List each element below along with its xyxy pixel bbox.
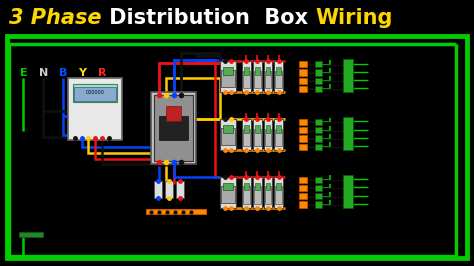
FancyBboxPatch shape bbox=[255, 183, 260, 190]
FancyBboxPatch shape bbox=[253, 61, 262, 92]
FancyBboxPatch shape bbox=[73, 84, 117, 102]
FancyBboxPatch shape bbox=[315, 144, 322, 150]
FancyBboxPatch shape bbox=[275, 186, 282, 204]
FancyBboxPatch shape bbox=[223, 125, 233, 132]
Text: R: R bbox=[98, 68, 107, 78]
FancyBboxPatch shape bbox=[315, 193, 322, 200]
FancyBboxPatch shape bbox=[155, 181, 162, 198]
FancyBboxPatch shape bbox=[151, 92, 196, 164]
FancyBboxPatch shape bbox=[274, 177, 283, 208]
FancyBboxPatch shape bbox=[146, 209, 206, 214]
FancyBboxPatch shape bbox=[264, 186, 272, 204]
FancyBboxPatch shape bbox=[221, 128, 235, 145]
Text: 000000: 000000 bbox=[85, 90, 104, 95]
FancyBboxPatch shape bbox=[18, 232, 43, 236]
FancyBboxPatch shape bbox=[243, 129, 250, 146]
FancyBboxPatch shape bbox=[299, 201, 307, 208]
FancyBboxPatch shape bbox=[223, 183, 233, 190]
FancyBboxPatch shape bbox=[299, 61, 307, 68]
FancyBboxPatch shape bbox=[299, 193, 307, 200]
FancyBboxPatch shape bbox=[343, 59, 353, 92]
FancyBboxPatch shape bbox=[244, 183, 249, 190]
FancyBboxPatch shape bbox=[220, 61, 236, 92]
FancyBboxPatch shape bbox=[155, 95, 193, 161]
FancyBboxPatch shape bbox=[276, 125, 281, 132]
FancyBboxPatch shape bbox=[253, 119, 262, 150]
FancyBboxPatch shape bbox=[299, 69, 307, 76]
FancyBboxPatch shape bbox=[264, 71, 272, 88]
FancyBboxPatch shape bbox=[73, 87, 116, 101]
FancyBboxPatch shape bbox=[274, 119, 283, 150]
FancyBboxPatch shape bbox=[254, 186, 261, 204]
FancyBboxPatch shape bbox=[254, 129, 261, 146]
FancyBboxPatch shape bbox=[276, 183, 281, 190]
Text: N: N bbox=[38, 68, 48, 78]
FancyBboxPatch shape bbox=[244, 67, 249, 75]
FancyBboxPatch shape bbox=[265, 183, 271, 190]
FancyBboxPatch shape bbox=[244, 125, 249, 132]
FancyBboxPatch shape bbox=[275, 129, 282, 146]
FancyBboxPatch shape bbox=[253, 177, 262, 208]
FancyBboxPatch shape bbox=[264, 129, 272, 146]
FancyBboxPatch shape bbox=[299, 119, 307, 125]
Text: Distribution  Box: Distribution Box bbox=[102, 8, 315, 28]
FancyBboxPatch shape bbox=[299, 78, 307, 84]
FancyBboxPatch shape bbox=[159, 116, 188, 140]
FancyBboxPatch shape bbox=[255, 125, 260, 132]
FancyBboxPatch shape bbox=[265, 125, 271, 132]
FancyBboxPatch shape bbox=[223, 67, 233, 75]
FancyBboxPatch shape bbox=[299, 177, 307, 183]
FancyBboxPatch shape bbox=[315, 127, 322, 134]
Text: E: E bbox=[19, 68, 27, 78]
FancyBboxPatch shape bbox=[220, 119, 236, 150]
FancyBboxPatch shape bbox=[315, 119, 322, 125]
FancyBboxPatch shape bbox=[265, 67, 271, 75]
FancyBboxPatch shape bbox=[242, 61, 251, 92]
FancyBboxPatch shape bbox=[343, 117, 353, 150]
FancyBboxPatch shape bbox=[299, 185, 307, 191]
FancyBboxPatch shape bbox=[315, 86, 322, 92]
FancyBboxPatch shape bbox=[243, 186, 250, 204]
FancyBboxPatch shape bbox=[299, 135, 307, 142]
FancyBboxPatch shape bbox=[221, 70, 235, 87]
FancyBboxPatch shape bbox=[275, 71, 282, 88]
FancyBboxPatch shape bbox=[220, 177, 236, 208]
FancyBboxPatch shape bbox=[343, 175, 353, 208]
FancyBboxPatch shape bbox=[299, 86, 307, 92]
FancyBboxPatch shape bbox=[264, 177, 273, 208]
Text: B: B bbox=[59, 68, 67, 78]
FancyBboxPatch shape bbox=[315, 135, 322, 142]
FancyBboxPatch shape bbox=[254, 71, 261, 88]
FancyBboxPatch shape bbox=[165, 181, 173, 198]
FancyBboxPatch shape bbox=[315, 201, 322, 208]
FancyBboxPatch shape bbox=[299, 127, 307, 134]
FancyBboxPatch shape bbox=[242, 119, 251, 150]
FancyBboxPatch shape bbox=[299, 144, 307, 150]
FancyBboxPatch shape bbox=[274, 61, 283, 92]
FancyBboxPatch shape bbox=[315, 61, 322, 68]
FancyBboxPatch shape bbox=[68, 78, 122, 140]
FancyBboxPatch shape bbox=[166, 106, 181, 121]
Text: Wiring: Wiring bbox=[315, 8, 393, 28]
FancyBboxPatch shape bbox=[242, 177, 251, 208]
FancyBboxPatch shape bbox=[264, 61, 273, 92]
FancyBboxPatch shape bbox=[176, 181, 184, 198]
FancyBboxPatch shape bbox=[276, 67, 281, 75]
Text: 3 Phase: 3 Phase bbox=[9, 8, 102, 28]
FancyBboxPatch shape bbox=[315, 78, 322, 84]
Text: kWh: kWh bbox=[88, 89, 102, 94]
FancyBboxPatch shape bbox=[315, 69, 322, 76]
FancyBboxPatch shape bbox=[315, 185, 322, 191]
Text: Y: Y bbox=[79, 68, 87, 78]
FancyBboxPatch shape bbox=[315, 177, 322, 183]
FancyBboxPatch shape bbox=[221, 185, 235, 203]
FancyBboxPatch shape bbox=[243, 71, 250, 88]
FancyBboxPatch shape bbox=[255, 67, 260, 75]
FancyBboxPatch shape bbox=[264, 119, 273, 150]
